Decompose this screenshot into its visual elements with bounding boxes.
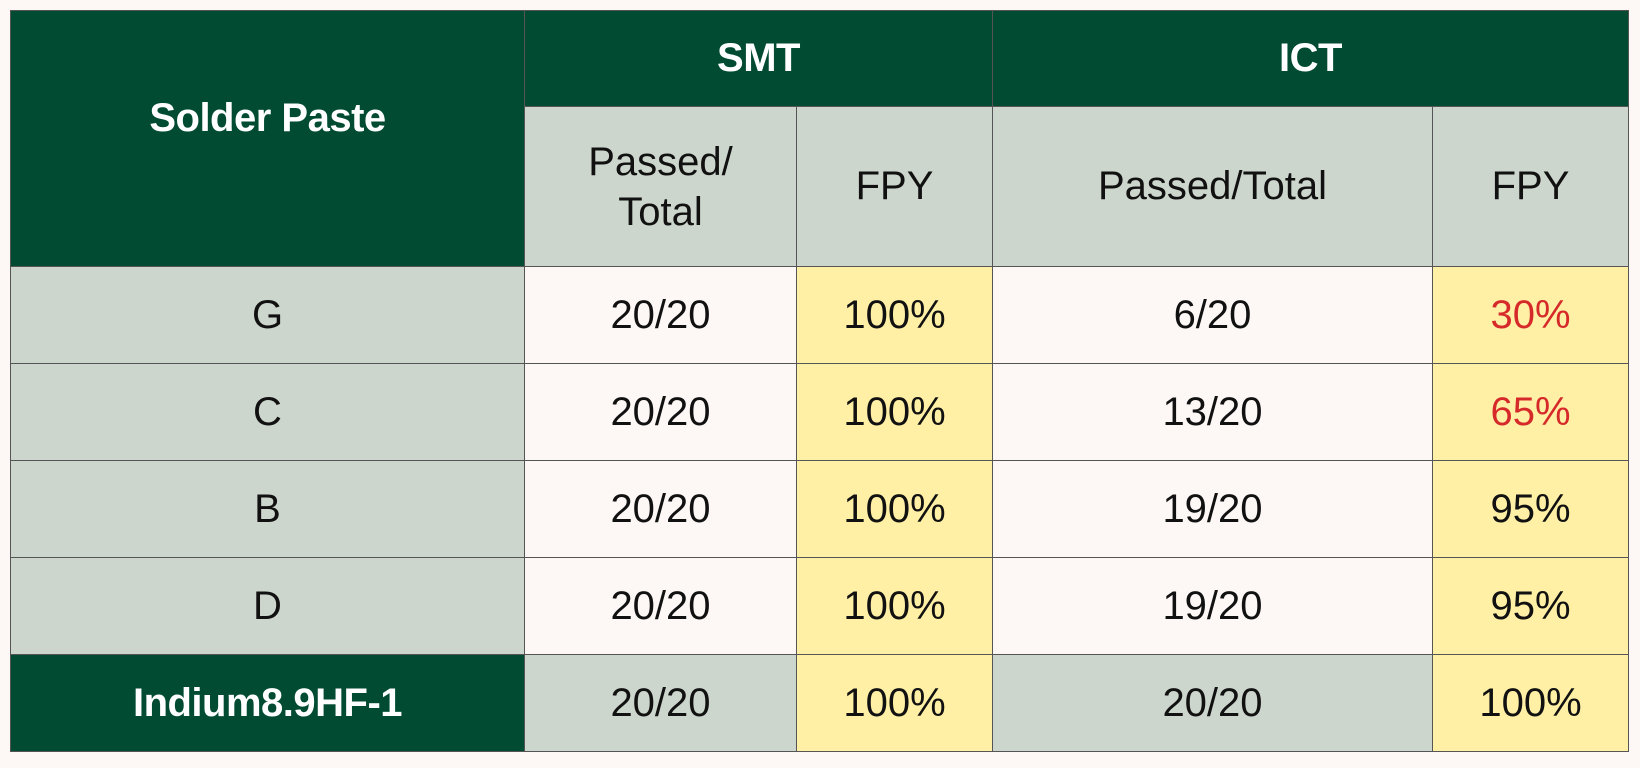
smt-fpy-cell: 100%	[796, 557, 993, 655]
ict-passed-cell: 19/20	[992, 557, 1433, 655]
smt-passed-cell: 20/20	[524, 460, 797, 558]
smt-passed-cell: 20/20	[524, 654, 797, 752]
ict-passed-cell: 20/20	[992, 654, 1433, 752]
ict-fpy-cell: 100%	[1432, 654, 1629, 752]
ict-fpy-cell: 65%	[1432, 363, 1629, 461]
ict-passed-total-header: Passed/Total	[992, 106, 1433, 267]
ict-passed-cell: 6/20	[992, 266, 1433, 364]
ict-fpy-cell: 95%	[1432, 460, 1629, 558]
smt-fpy-cell: 100%	[796, 266, 993, 364]
ict-fpy-cell: 95%	[1432, 557, 1629, 655]
table-row: B 20/20 100% 19/20 95%	[10, 460, 1629, 558]
smt-passed-total-header-line1: Passed/	[588, 139, 733, 184]
ict-header: ICT	[992, 10, 1629, 107]
smt-fpy-header: FPY	[796, 106, 993, 267]
paste-cell: D	[10, 557, 525, 655]
smt-passed-total-header-line2: Total	[618, 189, 703, 234]
smt-header: SMT	[524, 10, 993, 107]
ict-fpy-cell: 30%	[1432, 266, 1629, 364]
smt-fpy-cell: 100%	[796, 363, 993, 461]
smt-passed-cell: 20/20	[524, 363, 797, 461]
smt-passed-total-header: Passed/ Total	[524, 106, 797, 267]
smt-passed-cell: 20/20	[524, 557, 797, 655]
table-row: G 20/20 100% 6/20 30%	[10, 266, 1629, 364]
paste-cell: G	[10, 266, 525, 364]
ict-passed-cell: 19/20	[992, 460, 1433, 558]
solder-paste-header: Solder Paste	[10, 10, 525, 267]
paste-cell: Indium8.9HF-1	[10, 654, 525, 752]
paste-cell: B	[10, 460, 525, 558]
smt-fpy-cell: 100%	[796, 654, 993, 752]
ict-passed-cell: 13/20	[992, 363, 1433, 461]
table-row: D 20/20 100% 19/20 95%	[10, 557, 1629, 655]
ict-fpy-header: FPY	[1432, 106, 1629, 267]
smt-passed-cell: 20/20	[524, 266, 797, 364]
smt-fpy-cell: 100%	[796, 460, 993, 558]
solder-paste-results-table: Solder Paste SMT ICT Passed/ Total FPY P…	[10, 10, 1629, 752]
table-row: Indium8.9HF-1 20/20 100% 20/20 100%	[10, 654, 1629, 752]
paste-cell: C	[10, 363, 525, 461]
table-row: C 20/20 100% 13/20 65%	[10, 363, 1629, 461]
